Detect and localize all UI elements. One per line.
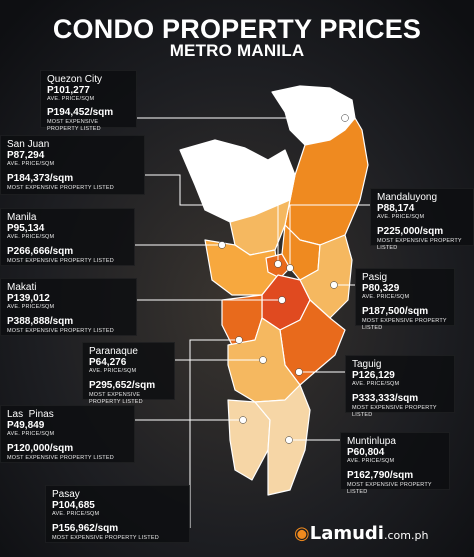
city-name: Muntinlupa xyxy=(347,436,396,447)
avg-price: P49,849 xyxy=(7,420,45,431)
max-price-label: MOST EXPENSIVE PROPERTY LISTED xyxy=(7,455,114,461)
card-paranaque: Paranaque P64,276 AVE. PRICE/SQM P295,65… xyxy=(82,342,175,405)
max-price: P225,000/sqm xyxy=(377,226,444,237)
logo-domain: .com.ph xyxy=(383,529,429,542)
max-price: P162,790/sqm xyxy=(347,470,414,481)
avg-price: P80,329 xyxy=(362,283,400,294)
max-price-label: MOST EXPENSIVE PROPERTY LISTED xyxy=(89,392,143,405)
max-price-label: MOST EXPENSIVE PROPERTY LISTED xyxy=(377,238,462,251)
avg-price-label: AVE. PRICE/SQM xyxy=(362,294,410,300)
avg-price-label: AVE. PRICE/SQM xyxy=(347,458,395,464)
max-price-label: MOST EXPENSIVE PROPERTY LISTED xyxy=(352,405,437,418)
marker-pasay xyxy=(235,336,243,344)
city-name: Manila xyxy=(7,212,37,223)
avg-price-label: AVE. PRICE/SQM xyxy=(7,431,55,437)
max-price: P156,962/sqm xyxy=(52,523,119,534)
city-name: Makati xyxy=(7,282,37,293)
max-price: P194,452/sqm xyxy=(47,107,114,118)
max-price-label: MOST EXPENSIVE PROPERTY LISTED xyxy=(347,482,432,495)
marker-quezon-city xyxy=(341,114,349,122)
city-name: Mandaluyong xyxy=(377,192,438,203)
avg-price-label: AVE. PRICE/SQM xyxy=(89,368,137,374)
marker-san-juan xyxy=(274,260,282,268)
leader-lines xyxy=(135,117,370,528)
marker-paranaque xyxy=(259,356,267,364)
leader-san-juan xyxy=(145,174,279,262)
max-price-label: MOST EXPENSIVE PROPERTY LISTED xyxy=(7,258,114,264)
avg-price-label: AVE. PRICE/SQM xyxy=(47,96,95,102)
region-northwest-white xyxy=(179,139,296,223)
leader-pasay xyxy=(189,339,238,528)
city-name: Taguig xyxy=(352,359,382,370)
marker-mandaluyong xyxy=(286,264,294,272)
region-muntinlupa xyxy=(254,384,311,496)
city-name: San Juan xyxy=(7,139,50,150)
max-price: P333,333/sqm xyxy=(352,393,419,404)
page-title: CONDO PROPERTY PRICES xyxy=(52,14,422,44)
marker-pasig xyxy=(330,281,338,289)
card-las-pinas: Las Pinas P49,849 AVE. PRICE/SQM P120,00… xyxy=(0,405,135,463)
avg-price: P126,129 xyxy=(352,370,395,381)
city-name: Quezon City xyxy=(47,74,103,85)
avg-price-label: AVE. PRICE/SQM xyxy=(7,161,55,167)
avg-price: P101,277 xyxy=(47,85,90,96)
card-makati: Makati P139,012 AVE. PRICE/SQM P388,888/… xyxy=(0,278,137,336)
logo-pin-icon: ◉ xyxy=(294,523,310,544)
city-name: Pasay xyxy=(52,489,80,500)
card-manila: Manila P95,134 AVE. PRICE/SQM P266,666/s… xyxy=(0,208,135,266)
card-taguig: Taguig P126,129 AVE. PRICE/SQM P333,333/… xyxy=(345,355,455,418)
leader-markers xyxy=(218,114,349,444)
city-name: Pasig xyxy=(362,272,388,283)
max-price-label: MOST EXPENSIVE PROPERTY LISTED xyxy=(362,318,447,331)
avg-price-label: AVE. PRICE/SQM xyxy=(352,381,400,387)
avg-price: P104,685 xyxy=(52,500,95,511)
card-mandaluyong: Mandaluyong P88,174 AVE. PRICE/SQM P225,… xyxy=(370,188,474,251)
avg-price: P60,804 xyxy=(347,447,385,458)
logo-brand: Lamudi xyxy=(309,523,384,544)
marker-taguig xyxy=(295,368,303,376)
leader-mandaluyong xyxy=(289,204,370,268)
marker-makati xyxy=(278,296,286,304)
metro-manila-map xyxy=(179,85,369,496)
max-price-label: MOST EXPENSIVE PROPERTY LISTED xyxy=(7,328,114,334)
marker-las-pinas xyxy=(239,416,247,424)
page-subtitle: METRO MANILA xyxy=(169,41,305,60)
max-price: P120,000/sqm xyxy=(7,443,74,454)
card-muntinlupa: Muntinlupa P60,804 AVE. PRICE/SQM P162,7… xyxy=(340,432,450,495)
max-price: P187,500/sqm xyxy=(362,306,429,317)
avg-price: P88,174 xyxy=(377,203,415,214)
card-quezon-city: Quezon City P101,277 AVE. PRICE/SQM P194… xyxy=(40,70,137,132)
avg-price: P139,012 xyxy=(7,293,50,304)
max-price-label: MOST EXPENSIVE PROPERTY LISTED xyxy=(7,185,114,191)
card-pasig: Pasig P80,329 AVE. PRICE/SQM P187,500/sq… xyxy=(355,268,455,331)
card-san-juan: San Juan P87,294 AVE. PRICE/SQM P184,373… xyxy=(0,135,145,195)
avg-price: P87,294 xyxy=(7,150,45,161)
marker-muntinlupa xyxy=(285,436,293,444)
avg-price: P95,134 xyxy=(7,223,45,234)
max-price-label: MOST EXPENSIVE PROPERTY LISTED xyxy=(52,535,159,541)
avg-price: P64,276 xyxy=(89,357,127,368)
avg-price-label: AVE. PRICE/SQM xyxy=(7,234,55,240)
max-price: P266,666/sqm xyxy=(7,246,74,257)
city-name: Paranaque xyxy=(89,346,138,357)
max-price: P388,888/sqm xyxy=(7,316,74,327)
max-price: P295,652/sqm xyxy=(89,380,156,391)
lamudi-logo: ◉Lamudi.com.ph xyxy=(294,523,428,544)
max-price: P184,373/sqm xyxy=(7,173,74,184)
avg-price-label: AVE. PRICE/SQM xyxy=(7,304,55,310)
avg-price-label: AVE. PRICE/SQM xyxy=(377,214,425,220)
marker-manila xyxy=(218,241,226,249)
card-pasay: Pasay P104,685 AVE. PRICE/SQM P156,962/s… xyxy=(45,485,190,543)
max-price-label: MOST EXPENSIVE PROPERTY LISTED xyxy=(47,119,101,132)
city-name: Las Pinas xyxy=(7,409,54,420)
avg-price-label: AVE. PRICE/SQM xyxy=(52,511,100,517)
